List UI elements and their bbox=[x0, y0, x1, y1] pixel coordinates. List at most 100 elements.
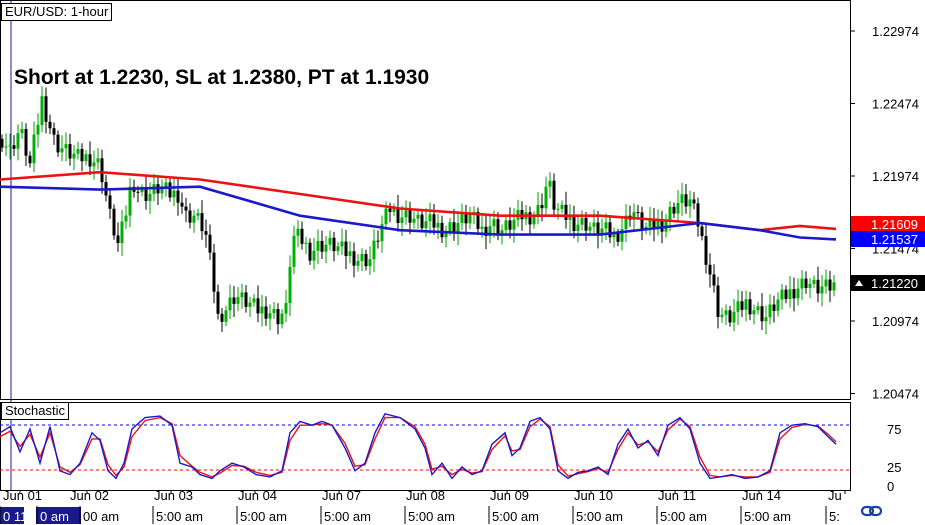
candle-body bbox=[0, 138, 4, 148]
candle-body bbox=[748, 299, 752, 315]
candle-body bbox=[168, 182, 172, 198]
symbol-label: EUR/USD: 1-hour bbox=[1, 3, 113, 21]
candle-body bbox=[348, 251, 352, 257]
candle-body bbox=[268, 313, 272, 319]
stochastic-tick-label: 25 bbox=[887, 460, 901, 475]
candle-body bbox=[124, 215, 128, 222]
link-icon[interactable] bbox=[860, 502, 884, 520]
time-label: 5:00 am bbox=[240, 509, 287, 524]
x-tick-label: Jun 14 bbox=[742, 488, 781, 503]
blue-moving-average bbox=[0, 185, 837, 241]
candle-body bbox=[536, 205, 540, 216]
candle-body bbox=[380, 224, 384, 242]
candle-body bbox=[392, 207, 396, 212]
candle-body bbox=[44, 96, 48, 122]
candle-body bbox=[432, 214, 436, 228]
candle-body bbox=[624, 215, 628, 230]
price-tag-label: 1.21609 bbox=[871, 217, 918, 232]
candle-body bbox=[580, 217, 584, 225]
candle-body bbox=[112, 208, 116, 236]
candle-body bbox=[772, 304, 776, 311]
candle-body bbox=[336, 246, 340, 252]
candle-body bbox=[148, 193, 152, 201]
candle-body bbox=[144, 188, 148, 201]
time-highlight-box bbox=[36, 507, 81, 524]
candle-body bbox=[824, 279, 828, 287]
x-tick-label: Jun 03 bbox=[154, 488, 193, 503]
time-label: 5: bbox=[829, 509, 840, 524]
candle-body bbox=[80, 149, 84, 162]
candle-body bbox=[584, 217, 588, 231]
candle-body bbox=[388, 208, 392, 212]
candle-body bbox=[760, 306, 764, 322]
candle-body bbox=[172, 190, 176, 198]
candle-body bbox=[408, 210, 412, 223]
candle-body bbox=[468, 213, 472, 224]
candle-body bbox=[504, 220, 508, 231]
time-label: 5:00 am bbox=[576, 509, 623, 524]
candle-body bbox=[208, 234, 212, 253]
candle-body bbox=[552, 180, 556, 210]
candle-body bbox=[304, 242, 308, 244]
candle-body bbox=[32, 134, 36, 164]
candle-body bbox=[816, 279, 820, 294]
candle-body bbox=[652, 219, 656, 229]
x-tick-label: Jun 11 bbox=[658, 488, 696, 503]
candle-body bbox=[656, 219, 660, 229]
candle-body bbox=[688, 199, 692, 207]
candle-body bbox=[808, 283, 812, 288]
candle-body bbox=[444, 231, 448, 238]
candle-body bbox=[596, 222, 600, 236]
candle-body bbox=[588, 226, 592, 231]
candle-body bbox=[96, 158, 100, 163]
candle-body bbox=[724, 310, 728, 315]
candle-body bbox=[616, 233, 620, 242]
time-highlight-box bbox=[0, 507, 24, 524]
price-tag-label: 1.21537 bbox=[871, 232, 918, 247]
x-tick-label: Jun 10 bbox=[574, 488, 613, 503]
candle-body bbox=[560, 204, 564, 209]
candle-body bbox=[188, 210, 192, 223]
candle-body bbox=[224, 310, 228, 322]
candle-body bbox=[428, 214, 432, 222]
candle-body bbox=[776, 299, 780, 311]
candle-body bbox=[256, 298, 260, 314]
candle-body bbox=[40, 96, 44, 125]
candle-body bbox=[496, 219, 500, 235]
candle-body bbox=[76, 149, 80, 154]
candle-body bbox=[460, 213, 464, 223]
red-moving-average bbox=[0, 170, 837, 232]
price-tag bbox=[851, 216, 925, 232]
candle-body bbox=[716, 285, 720, 317]
candle-body bbox=[528, 212, 532, 225]
candle-body bbox=[20, 129, 24, 134]
candle-body bbox=[768, 304, 772, 318]
candle-body bbox=[192, 215, 196, 223]
y-tick-label: 1.20974 bbox=[872, 314, 919, 329]
time-label: 0 am bbox=[40, 509, 69, 524]
stochastic-tick-label: 0 bbox=[887, 479, 894, 494]
candle-body bbox=[120, 221, 124, 243]
candle-body bbox=[680, 194, 684, 204]
time-label: 5:00 am bbox=[408, 509, 455, 524]
candle-body bbox=[400, 217, 404, 223]
candle-body bbox=[284, 303, 288, 314]
candle-body bbox=[344, 241, 348, 257]
candle-body bbox=[280, 313, 284, 325]
candle-body bbox=[464, 213, 468, 224]
candle-body bbox=[672, 206, 676, 214]
y-tick-label: 1.22474 bbox=[872, 97, 919, 112]
candle-body bbox=[476, 211, 480, 229]
candle-body bbox=[36, 124, 40, 135]
candle-body bbox=[420, 214, 424, 229]
candle-body bbox=[248, 302, 252, 307]
time-label: 5:00 am bbox=[492, 509, 539, 524]
candle-body bbox=[48, 121, 52, 129]
time-axis: 0 11 0 am 00 am 5:00 am 5:00 am 5:00 am 5:00 a… bbox=[0, 506, 840, 524]
price-plot-area bbox=[0, 86, 837, 335]
candle-body bbox=[448, 222, 452, 232]
candle-body bbox=[684, 194, 688, 207]
candle-body bbox=[440, 222, 444, 238]
